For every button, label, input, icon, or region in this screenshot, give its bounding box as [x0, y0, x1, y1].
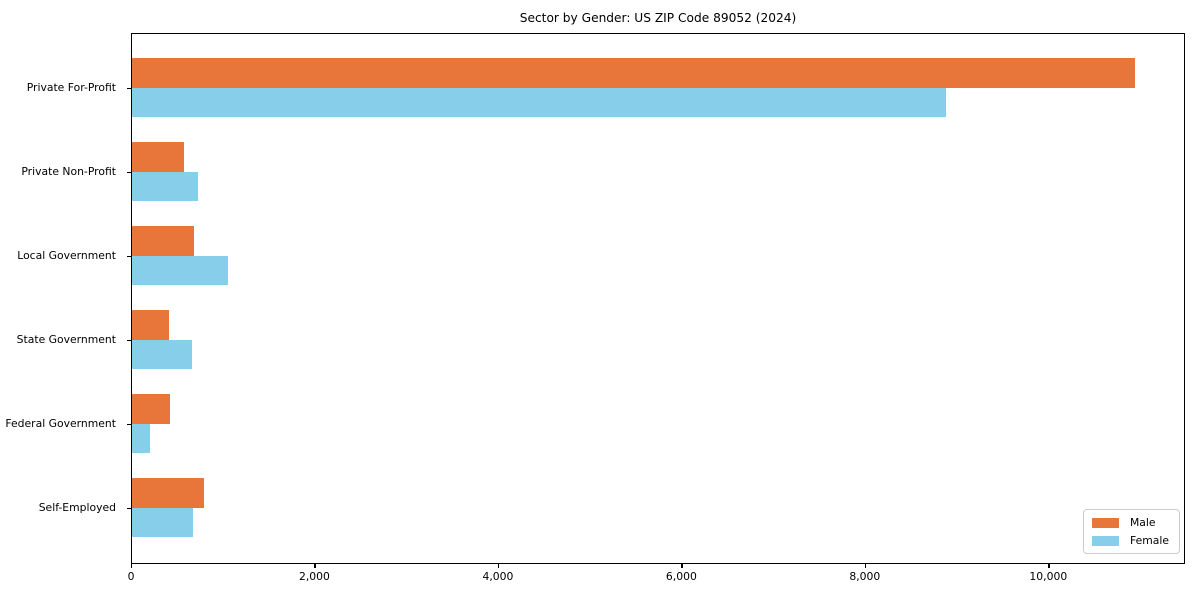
- x-tick-label: 10,000: [1029, 570, 1068, 583]
- x-tick-mark: [497, 564, 500, 568]
- y-tick-mark: [127, 256, 131, 258]
- male-color-swatch: [1091, 517, 1119, 528]
- x-tick-mark: [681, 564, 683, 568]
- chart-title: Sector by Gender: US ZIP Code 89052 (202…: [519, 11, 797, 25]
- legend: Male Female: [1082, 509, 1180, 554]
- bar-male: [131, 394, 170, 424]
- y-tick-mark: [127, 172, 131, 174]
- y-tick-mark: [127, 508, 131, 510]
- x-tick-label: 0: [127, 570, 135, 583]
- x-tick-mark: [131, 564, 133, 568]
- y-axis-labels: Private For-Profit Private Non-Profit Loca…: [0, 33, 124, 564]
- y-tick-label: Private For-Profit: [26, 81, 116, 94]
- x-tick-label: 8,000: [849, 570, 881, 583]
- x-tick-label: 2,000: [298, 570, 330, 583]
- bar-female: [131, 424, 150, 453]
- plot-area: Male Female: [131, 33, 1185, 564]
- legend-entry-male: Male: [1091, 516, 1169, 529]
- bar-female: [131, 508, 194, 537]
- legend-label-female: Female: [1129, 534, 1169, 547]
- y-tick-label: Local Government: [17, 249, 116, 262]
- bar-female: [131, 88, 947, 117]
- bar-male: [131, 310, 169, 340]
- bar-female: [131, 340, 192, 369]
- bar-female: [131, 256, 229, 285]
- legend-entry-female: Female: [1091, 534, 1169, 547]
- bar-female: [131, 172, 199, 201]
- y-tick-label: Federal Government: [5, 417, 116, 430]
- x-tick-mark: [314, 564, 316, 568]
- y-tick-label: Self-Employed: [38, 501, 116, 514]
- y-tick-label: Private Non-Profit: [21, 165, 116, 178]
- x-tick-label: 6,000: [665, 570, 697, 583]
- y-tick-label: State Government: [16, 333, 116, 346]
- x-tick-label: 4,000: [482, 570, 514, 583]
- y-tick-mark: [127, 340, 131, 342]
- bar-male: [131, 142, 185, 172]
- legend-label-male: Male: [1129, 516, 1156, 529]
- bar-male: [131, 58, 1135, 88]
- female-color-swatch: [1091, 535, 1119, 546]
- bar-male: [131, 226, 195, 256]
- x-tick-mark: [864, 564, 867, 568]
- y-tick-mark: [127, 88, 131, 90]
- bar-male: [131, 478, 204, 508]
- y-tick-mark: [127, 424, 131, 426]
- x-tick-mark: [1048, 564, 1050, 568]
